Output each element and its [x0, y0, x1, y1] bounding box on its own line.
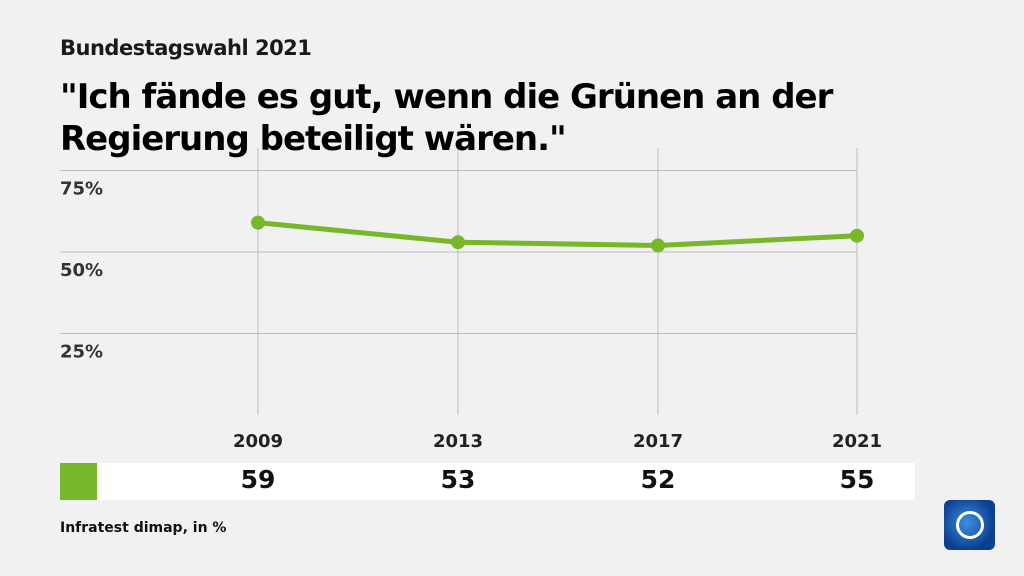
y-tick-label: 75% [60, 179, 103, 200]
chart-subtitle: Bundestagswahl 2021 [60, 36, 312, 60]
x-tick-label: 2013 [433, 431, 483, 452]
value-label: 53 [440, 465, 476, 494]
source-note: Infratest dimap, in % [60, 520, 227, 536]
y-tick-label: 50% [60, 260, 103, 281]
data-point [251, 215, 265, 230]
tagesschau-logo-icon [944, 500, 995, 550]
x-tick-label: 2021 [832, 431, 882, 452]
data-point [850, 228, 864, 243]
value-row [98, 463, 915, 500]
value-label: 52 [640, 465, 676, 494]
y-tick-label: 25% [60, 342, 103, 363]
data-point [651, 238, 665, 253]
series-line [257, 220, 858, 248]
value-label: 55 [839, 465, 875, 494]
chart-title: "Ich fände es gut, wenn die Grünen an de… [60, 77, 833, 159]
value-label: 59 [240, 465, 276, 494]
x-tick-label: 2009 [233, 431, 283, 452]
x-tick-label: 2017 [633, 431, 683, 452]
legend-swatch [60, 463, 97, 500]
data-point [451, 235, 465, 250]
